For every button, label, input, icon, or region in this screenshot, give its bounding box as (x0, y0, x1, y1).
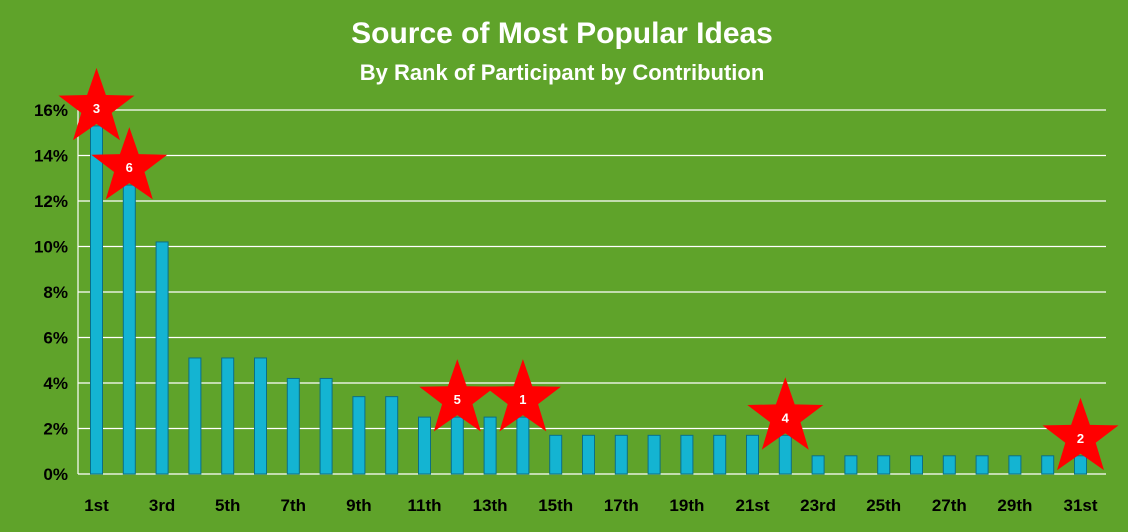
y-tick-label: 8% (43, 283, 68, 302)
bar-29th (1008, 455, 1022, 475)
bar-28th (975, 455, 989, 475)
bar-25th (877, 455, 891, 475)
y-tick-label: 16% (34, 101, 68, 120)
star-icon (1042, 397, 1119, 471)
x-tick-label: 3rd (149, 496, 175, 515)
x-tick-label: 25th (866, 496, 901, 515)
x-tick-label: 29th (997, 496, 1032, 515)
star-annotation: 1 (484, 359, 561, 432)
bar-22nd (778, 434, 792, 475)
bar-2nd (122, 184, 136, 475)
gridlines (78, 109, 1106, 475)
y-tick-label: 4% (43, 374, 68, 393)
x-tick-label: 5th (215, 496, 241, 515)
x-tick-label: 15th (538, 496, 573, 515)
star-annotations: 3 6 5 1 4 2 (58, 67, 1119, 471)
star-annotation: 4 (747, 377, 824, 450)
x-tick-label: 11th (407, 496, 441, 515)
bar-14th (516, 416, 530, 475)
x-tick-label: 17th (604, 496, 639, 515)
y-tick-label: 6% (43, 329, 68, 348)
bar-18th (647, 434, 661, 475)
star-label: 2 (1077, 431, 1084, 446)
y-tick-label: 0% (43, 465, 68, 484)
bar-4th (188, 357, 202, 475)
x-tick-label: 23rd (800, 496, 836, 515)
y-tick-label: 12% (34, 192, 68, 211)
star-label: 4 (782, 410, 790, 425)
bar-15th (549, 434, 563, 475)
y-axis: 0% 2% 4% 6% 8% 10% 12% 14% 16% (34, 101, 79, 484)
star-icon (747, 377, 824, 450)
bar-19th (680, 434, 694, 475)
bar-24th (844, 455, 858, 475)
x-tick-label: 21st (735, 496, 769, 515)
bar-20th (713, 434, 727, 475)
chart-subtitle: By Rank of Participant by Contribution (360, 60, 765, 85)
star-annotation: 3 (58, 67, 135, 141)
x-tick-label: 7th (281, 496, 307, 515)
x-tick-label: 27th (932, 496, 967, 515)
bar-7th (286, 377, 300, 475)
star-label: 3 (93, 101, 100, 116)
bar-3rd (155, 241, 169, 475)
star-annotation: 6 (91, 127, 168, 200)
bar-10th (385, 396, 399, 475)
bar-9th (352, 396, 366, 475)
x-axis: 1st 3rd 5th 7th 9th 11th 13th 15th 17th 19th 21st 2… (84, 496, 1098, 515)
star-icon (419, 359, 496, 432)
x-tick-label: 31st (1063, 496, 1097, 515)
bar-26th (910, 455, 923, 475)
bar-13th (483, 416, 497, 475)
x-tick-label: 1st (84, 496, 109, 515)
bar-8th (319, 377, 333, 475)
bar-1st (90, 125, 103, 475)
bar-21st (746, 434, 759, 475)
bar-31st (1074, 455, 1087, 475)
y-tick-label: 14% (34, 147, 68, 166)
bar-11th (418, 416, 431, 475)
x-tick-label: 19th (669, 496, 704, 515)
bar-23rd (811, 455, 825, 475)
star-label: 6 (126, 160, 133, 175)
bar-17th (614, 434, 628, 475)
x-tick-label: 9th (346, 496, 372, 515)
bars (90, 125, 1087, 475)
star-icon (91, 127, 168, 200)
bar-27th (942, 455, 956, 475)
star-label: 1 (519, 392, 526, 407)
star-icon (58, 67, 135, 141)
star-annotation: 2 (1042, 397, 1119, 471)
star-label: 5 (454, 392, 461, 407)
x-tick-label: 13th (473, 496, 508, 515)
y-tick-label: 2% (43, 420, 68, 439)
bar-6th (254, 357, 267, 475)
chart-title: Source of Most Popular Ideas (351, 17, 773, 50)
star-annotation: 5 (419, 359, 496, 432)
bar-30th (1041, 455, 1055, 475)
bar-5th (221, 357, 235, 475)
star-icon (484, 359, 561, 432)
bar-12th (450, 416, 464, 475)
y-tick-label: 10% (34, 238, 68, 257)
bar-16th (582, 434, 595, 475)
